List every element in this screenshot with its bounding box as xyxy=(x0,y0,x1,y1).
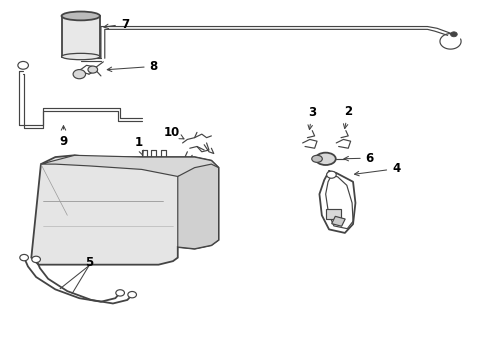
Ellipse shape xyxy=(62,12,100,21)
Text: 1: 1 xyxy=(134,136,144,155)
Circle shape xyxy=(20,255,28,261)
Bar xyxy=(62,16,100,57)
Circle shape xyxy=(450,32,457,37)
Circle shape xyxy=(32,256,41,262)
Polygon shape xyxy=(41,155,219,176)
Circle shape xyxy=(327,171,336,178)
Polygon shape xyxy=(31,155,219,265)
Text: 7: 7 xyxy=(104,18,129,31)
Circle shape xyxy=(73,69,86,79)
Circle shape xyxy=(128,292,137,298)
Circle shape xyxy=(88,66,98,73)
Text: 6: 6 xyxy=(344,152,374,165)
Bar xyxy=(332,216,345,226)
Ellipse shape xyxy=(62,53,100,60)
Circle shape xyxy=(116,290,124,296)
Text: 3: 3 xyxy=(308,106,316,130)
Text: 2: 2 xyxy=(343,105,352,129)
Polygon shape xyxy=(178,164,219,249)
Text: 8: 8 xyxy=(107,60,158,73)
Text: 10: 10 xyxy=(164,126,184,139)
Circle shape xyxy=(18,62,28,69)
Bar xyxy=(326,209,341,219)
Ellipse shape xyxy=(312,155,322,162)
Text: 5: 5 xyxy=(85,256,93,269)
Text: 4: 4 xyxy=(355,162,400,176)
Text: 9: 9 xyxy=(59,126,68,148)
Ellipse shape xyxy=(316,153,336,165)
